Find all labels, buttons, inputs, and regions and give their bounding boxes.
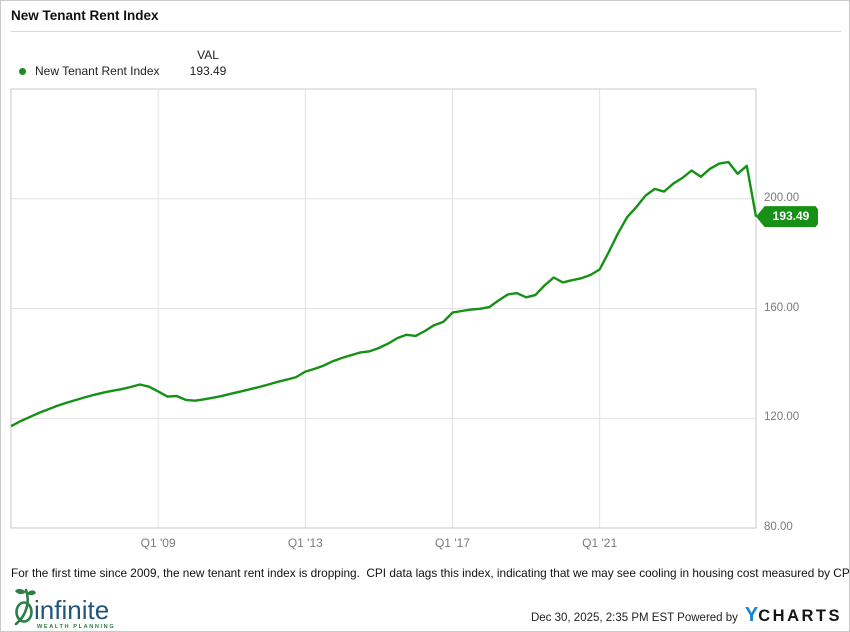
infinite-wealth-planning-logo: infinite WEALTH PLANNING	[13, 587, 123, 631]
page-title: New Tenant Rent Index	[11, 8, 159, 23]
ycharts-y-mark: Y	[744, 604, 759, 626]
x-tick-label: Q1 '13	[287, 536, 323, 550]
timestamp: Dec 30, 2025, 2:35 PM EST Powered by	[530, 612, 738, 624]
y-tick-label: 200.00	[764, 191, 800, 204]
y-tick-label: 120.00	[764, 411, 800, 424]
series-current-value: 193.49	[189, 64, 227, 78]
ycharts-wordmark: CHARTS	[758, 607, 842, 625]
footer-attribution: Dec 30, 2025, 2:35 PM EST Powered by Y CH…	[531, 605, 842, 625]
y-tick-label: 160.00	[764, 301, 800, 314]
legend-row: New Tenant Rent Index	[19, 63, 160, 79]
annotation-text: For the first time since 2009, the new t…	[11, 566, 850, 580]
x-tick-label: Q1 '17	[434, 536, 470, 550]
series-label: New Tenant Rent Index	[35, 64, 160, 78]
series-dot-icon	[19, 67, 26, 75]
logo-wordmark: infinite	[34, 595, 109, 625]
ycharts-logo: Y CHARTS	[745, 605, 842, 625]
title-divider	[11, 31, 841, 32]
y-tick-label: 80.00	[764, 521, 793, 533]
logo-subtitle: WEALTH PLANNING	[37, 624, 115, 630]
legend-val-column-header: VAL	[197, 48, 219, 62]
last-value-badge: 193.49	[756, 206, 818, 228]
x-tick-label: Q1 '21	[582, 536, 618, 550]
dollar-sprout-icon	[14, 588, 36, 626]
x-tick-label: Q1 '09	[140, 536, 176, 550]
logo-graphic: infinite WEALTH PLANNING	[14, 588, 115, 630]
